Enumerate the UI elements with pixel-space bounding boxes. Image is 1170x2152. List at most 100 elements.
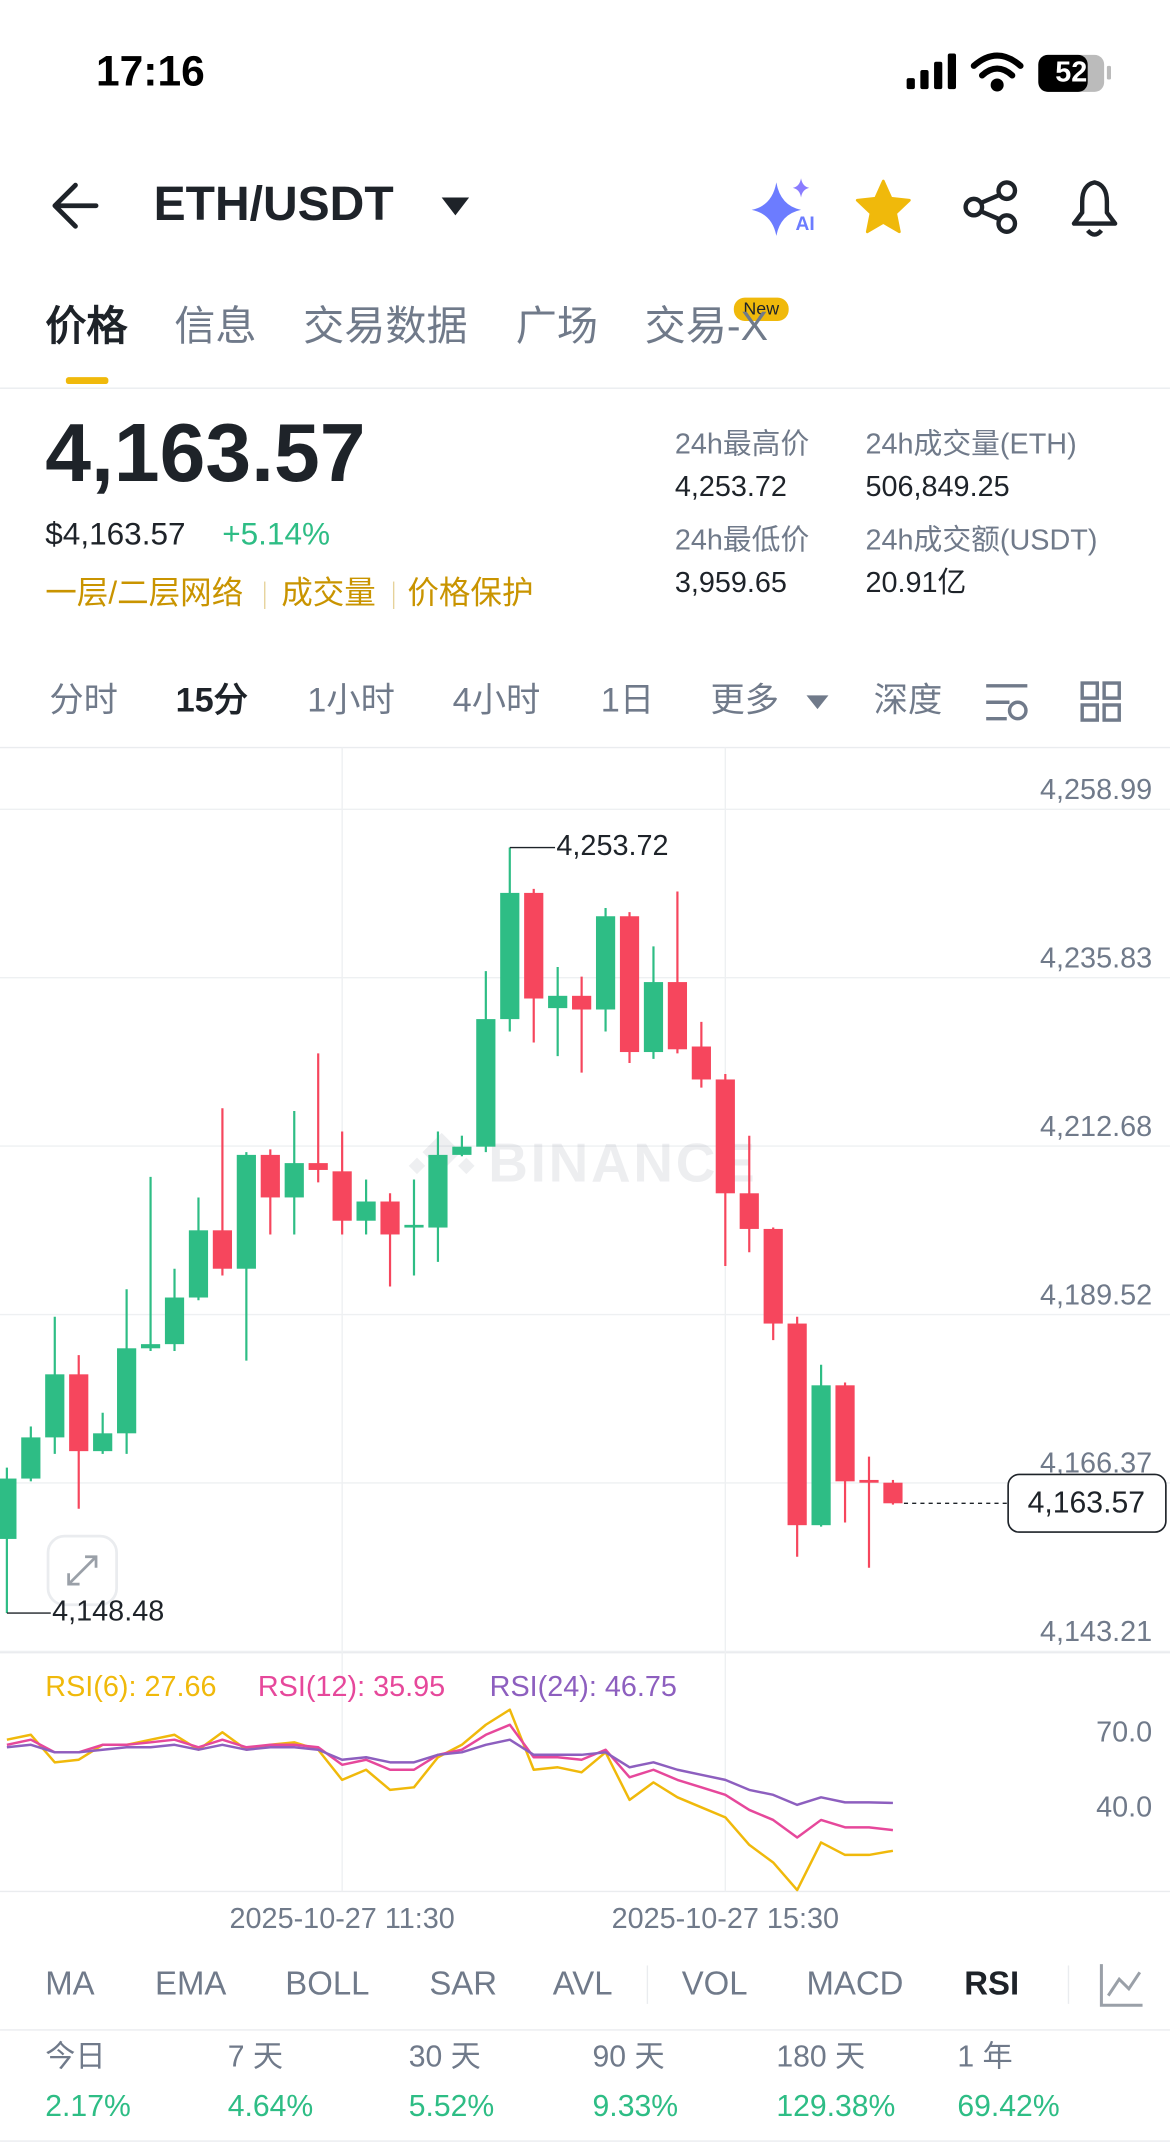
price-change: +5.14% xyxy=(222,516,330,552)
stat-value: 506,849.25 xyxy=(865,471,1009,503)
candle-body xyxy=(212,1230,233,1269)
period-label: 30 天 xyxy=(409,2041,481,2074)
last-price-label: 4,163.57 xyxy=(1028,1487,1145,1520)
candle-body xyxy=(93,1433,113,1452)
share-button[interactable] xyxy=(963,180,1018,234)
indicator-tab[interactable]: RSI xyxy=(964,1965,1019,2002)
candle-body xyxy=(380,1201,400,1235)
y-tick-label: 4,235.83 xyxy=(1040,942,1152,974)
indicator-tab[interactable]: AVL xyxy=(553,1965,613,2002)
watermark: BINANCE xyxy=(488,1132,757,1194)
signal-icon xyxy=(906,53,957,90)
candle-body xyxy=(236,1154,256,1269)
tab[interactable]: 交易-X xyxy=(645,303,768,349)
interval[interactable]: 4小时 xyxy=(453,681,541,719)
candle-body xyxy=(595,916,616,1010)
candle-body xyxy=(308,1163,328,1170)
layout-button[interactable] xyxy=(1080,681,1121,722)
candle-body xyxy=(835,1385,855,1482)
new-badge-bg xyxy=(733,297,789,321)
candle-body xyxy=(476,1019,496,1147)
alert-bell[interactable] xyxy=(1071,180,1118,237)
fullscreen-icon xyxy=(67,1555,98,1586)
interval[interactable]: 1日 xyxy=(601,681,654,719)
period-change: 129.38% xyxy=(776,2090,895,2123)
candle-body xyxy=(69,1374,89,1452)
indicator-tab[interactable]: MA xyxy=(45,1965,94,2002)
tab[interactable]: 广场 xyxy=(516,303,598,349)
back-button[interactable] xyxy=(52,182,99,229)
rsi-line xyxy=(6,1723,894,1839)
battery-percent: 52 xyxy=(1055,57,1087,89)
candle-body xyxy=(117,1348,137,1434)
candle-body xyxy=(21,1437,41,1479)
tab[interactable]: 价格 xyxy=(45,303,128,349)
candle-body xyxy=(284,1163,304,1198)
tab[interactable]: 信息 xyxy=(174,303,256,349)
indicator-tab[interactable]: SAR xyxy=(429,1965,497,2002)
indicator-tab[interactable]: EMA xyxy=(155,1965,226,2002)
candle-body xyxy=(619,916,640,1053)
rsi-legend: RSI(24): 46.75 xyxy=(490,1671,677,1703)
indicator-tab[interactable]: VOL xyxy=(682,1965,748,2002)
period-change: 4.64% xyxy=(228,2090,314,2123)
y-tick-label: 4,143.21 xyxy=(1040,1616,1152,1648)
price-tag[interactable]: 价格保护 xyxy=(407,575,533,611)
stat-value: 4,253.72 xyxy=(675,471,787,503)
indicator-tab[interactable]: BOLL xyxy=(285,1965,369,2002)
pair-dropdown[interactable] xyxy=(441,197,470,216)
stat-label: 24h成交量(ETH) xyxy=(865,428,1076,460)
stat-label: 24h最低价 xyxy=(675,524,809,556)
candle-body xyxy=(667,982,688,1050)
y-tick-label: 4,189.52 xyxy=(1040,1279,1152,1311)
status-time: 17:16 xyxy=(96,48,205,95)
interval[interactable]: 深度 xyxy=(874,681,943,719)
price-tag[interactable]: 一层/二层网络 xyxy=(45,575,243,611)
more-dropdown[interactable] xyxy=(806,695,829,710)
ai-sparkle xyxy=(751,182,802,236)
favorite-star[interactable] xyxy=(855,179,911,234)
tab[interactable]: 交易数据 xyxy=(303,303,468,349)
high-label: 4,253.72 xyxy=(556,830,668,862)
interval[interactable]: 更多 xyxy=(710,681,779,719)
candle-body xyxy=(643,982,664,1053)
interval[interactable]: 15分 xyxy=(176,681,248,719)
y-tick-label: 4,258.99 xyxy=(1040,774,1152,806)
candle-body xyxy=(763,1228,783,1324)
interval[interactable]: 1小时 xyxy=(307,681,395,719)
rsi-legend: RSI(6): 27.66 xyxy=(45,1671,216,1703)
candle-body xyxy=(811,1385,831,1526)
watermark-logo xyxy=(408,1132,475,1175)
interval[interactable]: 分时 xyxy=(49,681,118,719)
candle-body xyxy=(739,1193,759,1229)
stat-label: 24h最高价 xyxy=(675,428,809,460)
period-label: 90 天 xyxy=(593,2041,665,2074)
wifi-icon xyxy=(970,52,1024,92)
x-tick-label: 2025-10-27 11:30 xyxy=(230,1903,455,1935)
rsi-tick-label: 40.0 xyxy=(1096,1792,1152,1824)
battery-level xyxy=(1038,54,1088,92)
candle-body xyxy=(404,1224,424,1228)
chart-settings[interactable] xyxy=(986,684,1028,721)
candle-body xyxy=(356,1201,376,1221)
battery-tip xyxy=(1106,65,1111,80)
candle-body xyxy=(140,1344,161,1349)
indicator-settings[interactable] xyxy=(1099,1964,1143,2007)
candle-body xyxy=(691,1046,711,1080)
rsi-line xyxy=(6,1738,893,1807)
period-label: 180 天 xyxy=(776,2041,865,2074)
stat-value: 3,959.65 xyxy=(675,567,787,599)
candle-body xyxy=(572,995,592,1010)
tab-indicator xyxy=(65,377,109,385)
candle-body xyxy=(188,1230,209,1298)
ai-badge: AI xyxy=(796,214,815,235)
candle-body xyxy=(787,1323,807,1526)
indicator-tab[interactable]: MACD xyxy=(807,1965,904,2002)
price-tag[interactable]: 成交量 xyxy=(281,575,376,611)
pair-title[interactable]: ETH/USDT xyxy=(154,178,394,231)
rsi-tick-label: 70.0 xyxy=(1096,1716,1152,1748)
ai-button[interactable]: AI xyxy=(751,178,815,236)
period-label: 7 天 xyxy=(228,2041,283,2074)
last-price-box xyxy=(1007,1473,1167,1533)
